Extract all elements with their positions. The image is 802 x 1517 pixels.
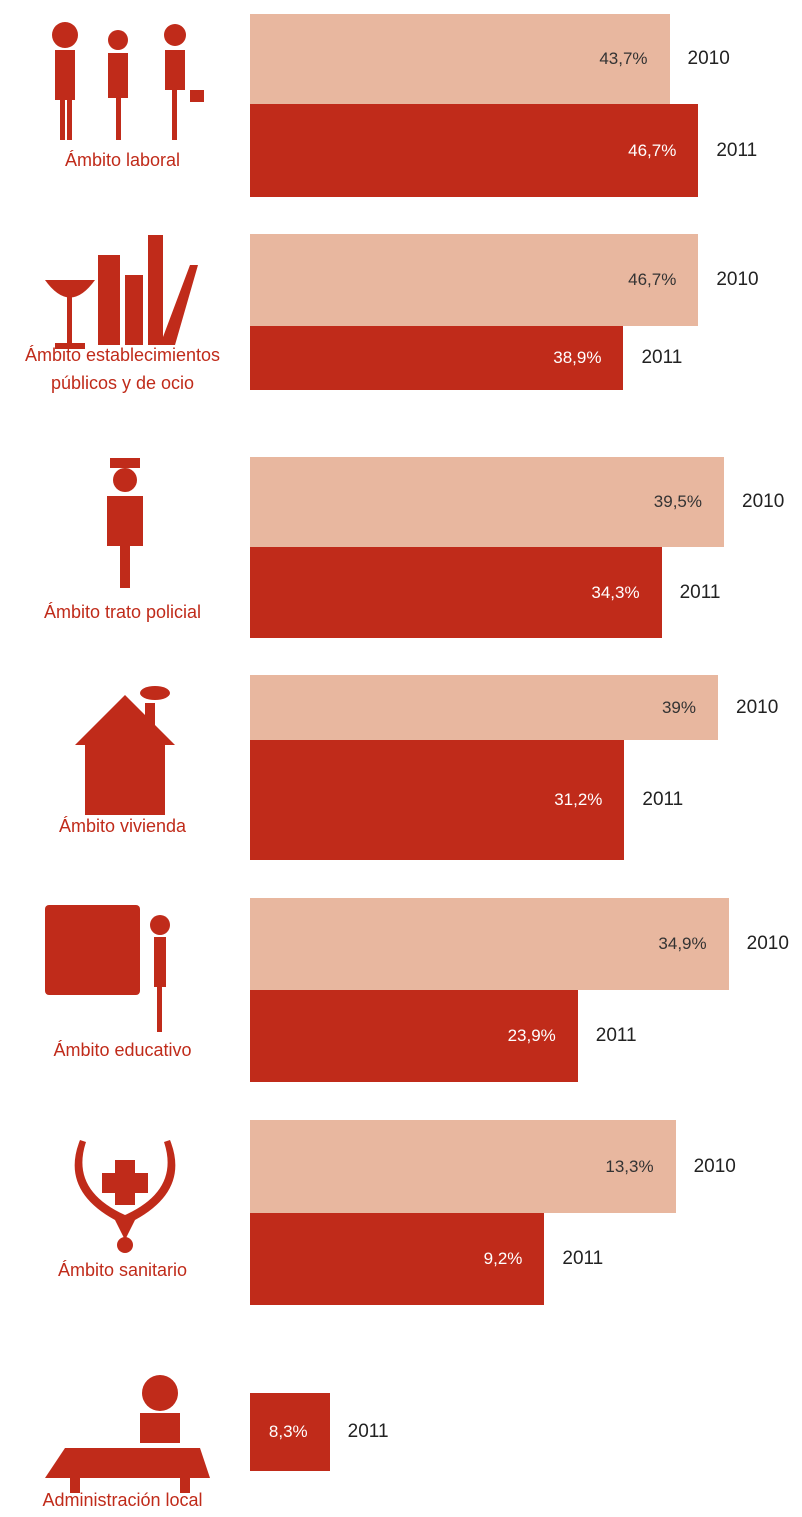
icon-health: [74, 1140, 176, 1253]
year-label: 2010: [716, 269, 759, 290]
year-label: 2011: [642, 789, 684, 810]
value-label: 39%: [661, 697, 696, 717]
bar: [250, 14, 670, 104]
year-label: 2011: [595, 1025, 637, 1046]
year-label: 2010: [746, 933, 789, 954]
value-label: 13,3%: [605, 1156, 654, 1176]
category-label: Ámbito vivienda: [58, 816, 187, 836]
year-label: 2010: [687, 48, 730, 69]
bar: [250, 990, 578, 1082]
bar: [250, 547, 662, 638]
value-label: 34,3%: [591, 582, 640, 602]
value-label: 9,2%: [483, 1249, 523, 1268]
bar: [250, 1393, 330, 1471]
bar: [250, 234, 699, 326]
category-label: Ámbito trato policial: [43, 602, 202, 622]
value-label: 46,7%: [628, 270, 677, 289]
bar: [250, 326, 624, 390]
value-label: 38,9%: [553, 348, 602, 367]
year-label: 2011: [679, 581, 721, 603]
bar: [250, 675, 718, 740]
value-label: 8,3%: [268, 1422, 308, 1441]
year-label: 2010: [736, 696, 779, 718]
value-label: 43,7%: [599, 49, 648, 68]
bar: [250, 740, 625, 860]
value-label: 31,2%: [554, 790, 603, 809]
value-label: 39,5%: [653, 492, 702, 511]
year-label: 2011: [716, 139, 758, 161]
category-label: Administración local: [42, 1490, 203, 1510]
value-label: 46,7%: [628, 140, 677, 160]
value-label: 34,9%: [658, 934, 707, 953]
icon-police: [107, 458, 143, 588]
category-label: Ámbito laboral: [64, 150, 181, 170]
icon-city: [45, 235, 198, 349]
icon-teacher: [45, 905, 170, 1032]
icon-office: [45, 1375, 210, 1493]
category-label: Ámbito sanitario: [57, 1260, 188, 1280]
bar: [250, 1213, 545, 1305]
bar: [250, 1120, 676, 1213]
year-label: 2011: [562, 1248, 604, 1269]
bar: [250, 104, 699, 197]
icon-workers: [52, 22, 204, 140]
category-label: Ámbito establecimientos públicos y de oc…: [24, 345, 221, 393]
year-label: 2011: [347, 1421, 389, 1442]
category-label: Ámbito educativo: [53, 1040, 192, 1060]
value-label: 23,9%: [507, 1026, 556, 1045]
icon-house: [75, 686, 175, 815]
year-label: 2010: [693, 1155, 736, 1177]
year-label: 2011: [641, 347, 683, 368]
bar: [250, 898, 729, 990]
year-label: 2010: [742, 491, 785, 512]
bar: [250, 457, 724, 547]
